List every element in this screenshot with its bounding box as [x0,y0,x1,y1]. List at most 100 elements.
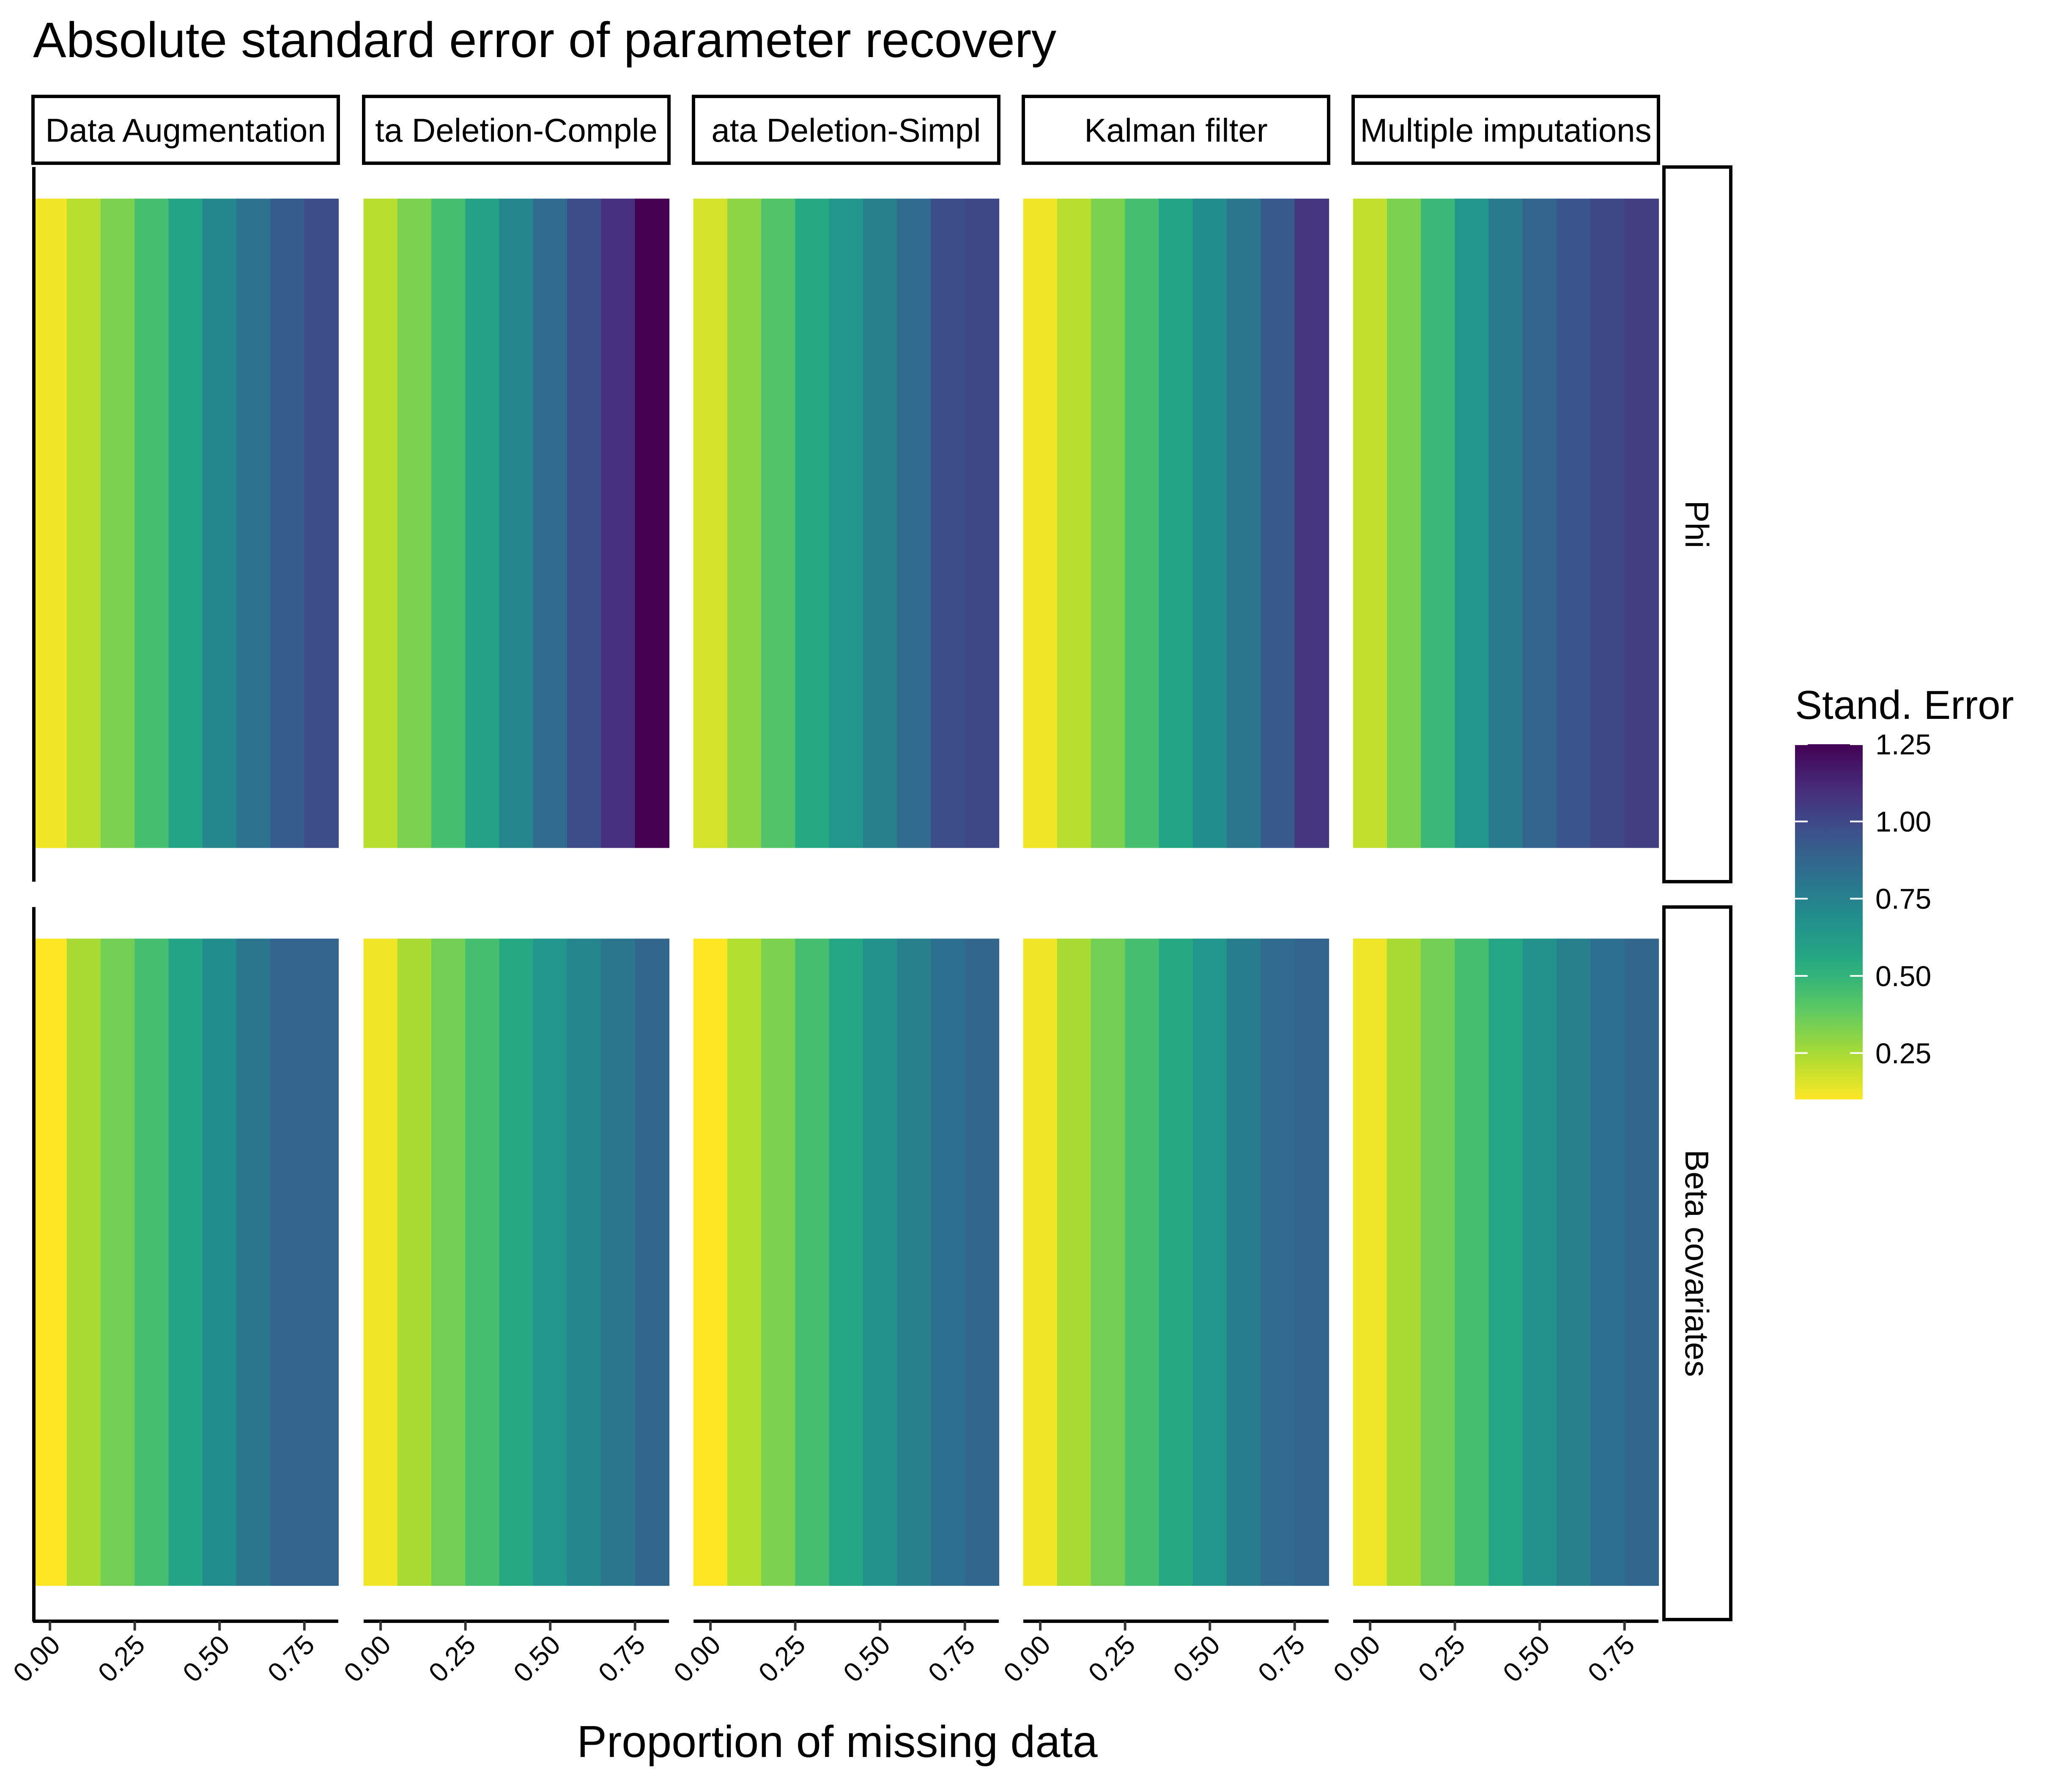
heat-cell [601,938,636,1586]
heat-cell [533,198,568,848]
heat-cell [270,198,305,848]
heat-cell [601,198,636,848]
row-strip-label: Phi [1678,501,1716,548]
heat-cell [236,198,271,848]
column-strips: Data Augmentation ta Deletion-Comple ata D… [31,95,1660,165]
heat-cell [363,198,398,848]
heat-cell [465,938,500,1586]
heat-cell [533,938,568,1586]
heat-cell [168,938,203,1586]
heat-cell [1421,198,1455,848]
heat-cell [1125,198,1159,848]
column-strip-box [1351,95,1660,165]
heat-cell [1590,198,1625,848]
heat-cell [1455,938,1489,1586]
heat-cell [727,198,762,848]
column-strip-box [362,95,671,165]
x-axis-label: Proportion of missing data [577,1717,1097,1767]
heat-cell [1557,198,1591,848]
column-strip-box [31,95,340,165]
heat-cell [101,938,135,1586]
heat-cell [965,938,1000,1586]
heat-cell [795,938,830,1586]
heat-cell [1387,198,1422,848]
heat-cell [134,938,170,1586]
heat-cell [1091,198,1126,848]
legend-tick-label: 1.00 [1875,806,1931,838]
legend-tick-label: 0.75 [1875,883,1931,915]
heat-cell [931,198,965,848]
heat-cell [727,938,762,1586]
heat-cell [66,938,101,1586]
heat-cell [1261,938,1295,1586]
heat-cell [1159,938,1194,1586]
heat-cell [1091,938,1126,1586]
heat-cell [1227,938,1261,1586]
heat-cell [168,198,203,848]
heat-cell [965,198,1000,848]
heat-cell [1192,938,1228,1586]
column-strip-label: ata Deletion-Simpl [711,112,981,149]
heat-cell [1455,198,1489,848]
column-strip-label: Multiple imputations [1360,112,1651,149]
heat-cell [33,938,68,1586]
heat-cell [1261,198,1295,848]
row-strip-box [1662,165,1732,883]
heat-cell [304,938,339,1586]
heat-cell [1023,198,1058,848]
legend-tick-label: 0.50 [1875,960,1931,992]
heat-cell [1624,198,1659,848]
heat-cell [397,938,432,1586]
heat-cell [304,198,339,848]
heat-cell [1557,938,1591,1586]
heat-cell [795,198,830,848]
heat-cell [829,198,864,848]
heat-cell [897,938,932,1586]
heat-cell [101,198,135,848]
heat-cell [431,198,466,848]
column-strip-box [692,95,1000,165]
heat-cell [1590,938,1625,1586]
heat-cell [1227,198,1261,848]
column-strip-label: Data Augmentation [45,112,326,149]
column-strip-label: ta Deletion-Comple [375,112,658,149]
heat-cell [1294,938,1329,1586]
heat-cell [1488,198,1524,848]
heat-cell [363,938,398,1586]
heat-cell [236,938,271,1586]
heat-cell [1159,198,1194,848]
heat-cell [693,938,728,1586]
heat-cell [635,198,670,848]
heat-cell [134,198,170,848]
heat-cell [863,938,898,1586]
heat-cell [1023,938,1058,1586]
column-strip-box [1022,95,1330,165]
heat-cell [202,198,237,848]
chart-title: Absolute standard error of parameter rec… [33,12,1056,68]
heat-cell [1488,938,1524,1586]
legend-tick-label: 1.25 [1875,729,1931,761]
column-strip-label: Kalman filter [1084,112,1268,149]
heat-cell [829,938,864,1586]
heat-cell [499,938,534,1586]
heat-cell [635,938,670,1586]
row-strips: Phi Beta covariates [1662,165,1732,1621]
heat-cell [465,198,500,848]
heat-cell [1387,938,1422,1586]
heat-cell [1421,938,1455,1586]
heat-cell [1192,198,1228,848]
heat-cell [1294,198,1329,848]
heat-cell [431,938,466,1586]
heat-cell [66,198,101,848]
legend-tick-label: 0.25 [1875,1037,1931,1069]
heat-cell [567,198,602,848]
heat-cell [202,938,237,1586]
heat-cell [761,198,796,848]
heat-cell [270,938,305,1586]
heat-cell [33,198,68,848]
heat-cell [761,938,796,1586]
legend-title: Stand. Error [1795,682,2014,728]
heat-cell [1522,938,1557,1586]
heat-cell [1624,938,1659,1586]
